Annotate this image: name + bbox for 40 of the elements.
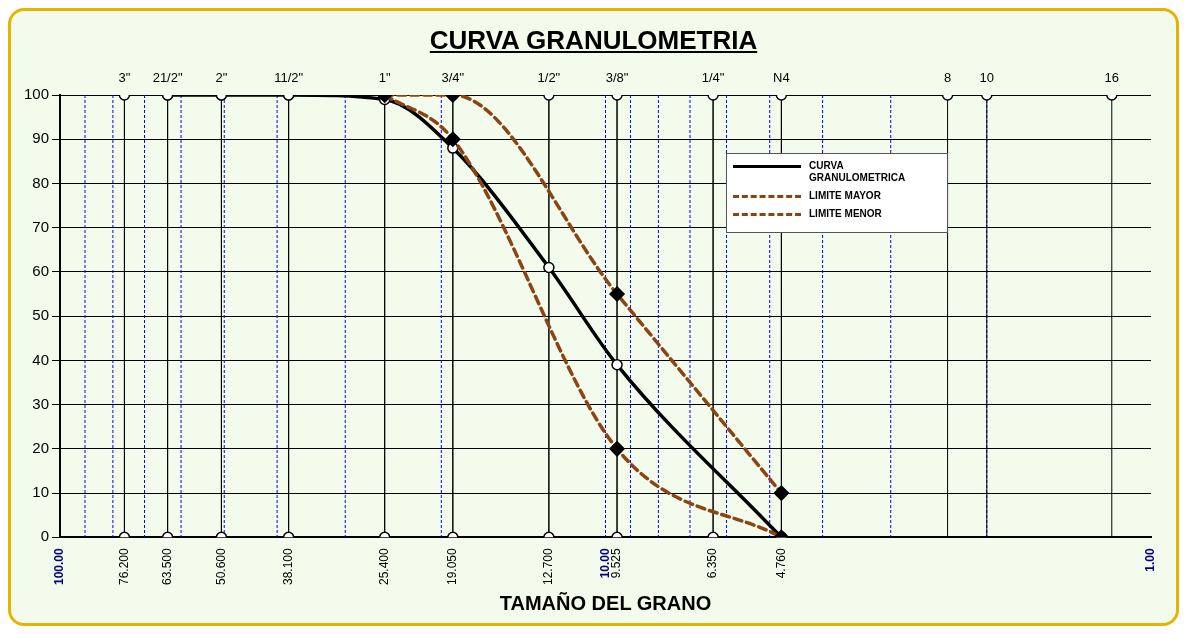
annotation: 11/2" — [274, 70, 304, 86]
annotation: 1/2" — [537, 70, 561, 86]
x-tick-label: 63.500 — [159, 547, 174, 585]
chart-title: CURVA GRANULOMETRIA — [428, 24, 759, 57]
annotation: 3/4" — [441, 70, 465, 86]
y-tick-label: 60 — [32, 262, 50, 280]
x-axis-title: TAMAÑO DEL GRANO — [499, 591, 712, 614]
annotation: N4 — [773, 70, 790, 86]
x-tick-label: 6.350 — [705, 547, 720, 579]
y-tick-label: 50 — [32, 306, 50, 324]
annotation: 3" — [118, 70, 131, 86]
annotation: 10 — [979, 70, 995, 86]
annotation: 21/2" — [152, 70, 183, 86]
x-tick-label: 76.200 — [116, 547, 131, 585]
annotation: 2" — [215, 70, 228, 86]
y-tick-label: 10 — [32, 483, 50, 501]
x-tick-label: 38.100 — [280, 547, 295, 585]
x-tick-label: 10.00 — [597, 547, 612, 579]
y-tick-label: 0 — [40, 527, 50, 545]
y-tick-label: 20 — [32, 438, 50, 456]
x-tick-label: 50.600 — [213, 547, 228, 585]
y-tick-label: 90 — [32, 129, 50, 147]
x-tick-label: 12.700 — [541, 547, 556, 585]
annotation: 1" — [378, 70, 391, 86]
x-tick-label: 1.00 — [1143, 547, 1158, 572]
y-tick-label: 30 — [32, 394, 50, 412]
annotation: 16 — [1104, 70, 1120, 86]
x-tick-label: 9.525 — [609, 547, 624, 579]
y-tick-label: 100 — [24, 85, 50, 103]
x-tick-label: 25.400 — [376, 547, 391, 585]
y-tick-label: 40 — [32, 350, 50, 368]
annotation: 3/8" — [605, 70, 629, 86]
y-tick-label: 80 — [32, 173, 50, 191]
y-tick-label: 70 — [32, 217, 50, 235]
x-tick-label: 19.050 — [445, 547, 460, 585]
annotation: 1/4" — [701, 70, 725, 86]
x-tick-label: 4.760 — [773, 547, 788, 579]
legend-box: CURVA GRANULOMETRICA LIMITE MAYOR LIMITE MENOR — [726, 153, 948, 233]
x-tick-label: 100.00 — [52, 547, 67, 585]
annotation: 8 — [943, 70, 952, 86]
